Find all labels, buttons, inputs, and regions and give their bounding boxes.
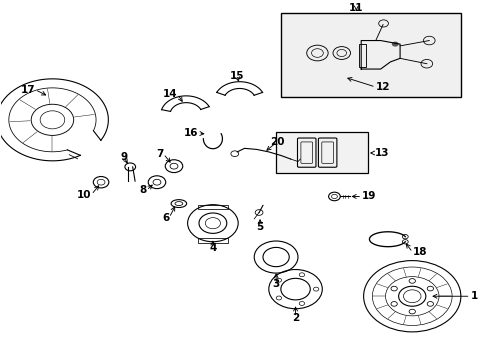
Text: 2: 2 [291, 312, 299, 323]
Text: 15: 15 [229, 71, 244, 81]
Text: 1: 1 [469, 291, 477, 301]
Text: 13: 13 [374, 148, 388, 158]
Text: 7: 7 [156, 149, 163, 159]
Text: 12: 12 [375, 82, 389, 92]
Bar [276, 132, 368, 173]
Bar [197, 204, 227, 209]
Text: 8: 8 [139, 185, 146, 195]
Text: 16: 16 [183, 129, 198, 138]
Text: 20: 20 [269, 137, 284, 147]
Bar [281, 13, 460, 97]
Text: 9: 9 [120, 152, 127, 162]
Text: 6: 6 [162, 213, 169, 223]
Circle shape [391, 42, 398, 46]
Text: 17: 17 [20, 85, 35, 95]
Text: 14: 14 [163, 89, 177, 99]
Bar [197, 238, 227, 243]
Text: 5: 5 [256, 222, 263, 232]
Bar [281, 13, 460, 97]
Bar [276, 132, 368, 173]
Text: 10: 10 [77, 190, 91, 200]
Text: 4: 4 [209, 243, 216, 253]
Bar [358, 44, 366, 67]
Text: 18: 18 [412, 247, 427, 257]
Text: 19: 19 [362, 192, 376, 202]
Text: 3: 3 [272, 279, 279, 289]
Text: 11: 11 [348, 3, 363, 13]
